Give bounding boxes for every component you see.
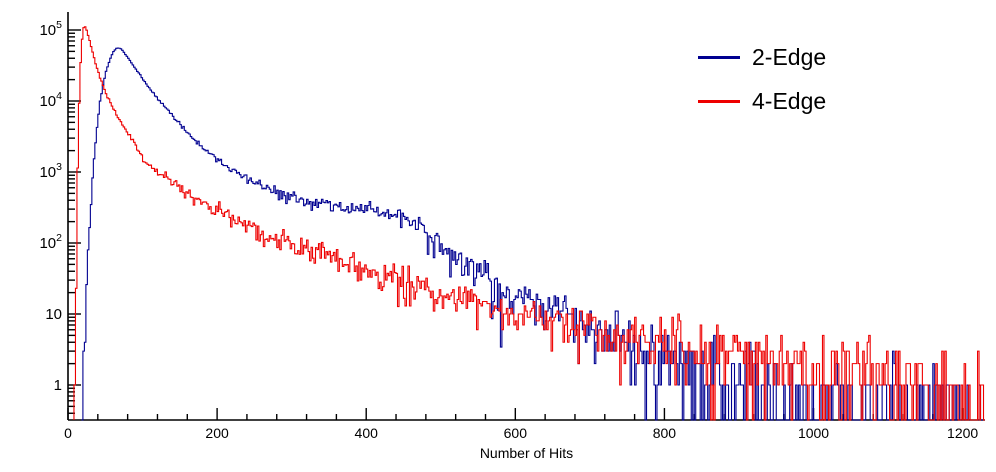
legend-swatch bbox=[698, 99, 740, 103]
series-4-edge-path bbox=[73, 26, 985, 421]
legend: 2-Edge 4-Edge bbox=[698, 38, 826, 120]
tick-marks bbox=[67, 29, 964, 420]
svg-text:200: 200 bbox=[205, 425, 229, 441]
svg-text:104: 104 bbox=[39, 90, 62, 110]
legend-label: 2-Edge bbox=[752, 43, 827, 70]
svg-text:105: 105 bbox=[39, 19, 62, 39]
svg-text:0: 0 bbox=[64, 425, 72, 441]
svg-text:103: 103 bbox=[39, 161, 62, 181]
svg-text:1: 1 bbox=[54, 377, 62, 394]
legend-label: 4-Edge bbox=[752, 87, 827, 114]
svg-text:1200: 1200 bbox=[947, 425, 978, 441]
legend-item-4-edge: 4-Edge bbox=[698, 82, 826, 120]
axes bbox=[67, 12, 985, 421]
legend-item-2-edge: 2-Edge bbox=[698, 38, 826, 76]
svg-text:800: 800 bbox=[653, 425, 677, 441]
series-2-edge-path bbox=[81, 47, 985, 421]
svg-text:102: 102 bbox=[39, 232, 62, 252]
legend-swatch bbox=[698, 55, 740, 59]
svg-text:10: 10 bbox=[45, 306, 62, 323]
svg-text:600: 600 bbox=[504, 425, 528, 441]
svg-text:400: 400 bbox=[355, 425, 379, 441]
tick-labels: 0 200 400 600 800 1000 1200 1 10 102 103 104 105 bbox=[39, 19, 978, 441]
x-axis-label: Number of Hits bbox=[479, 445, 574, 461]
svg-text:1000: 1000 bbox=[798, 425, 829, 441]
